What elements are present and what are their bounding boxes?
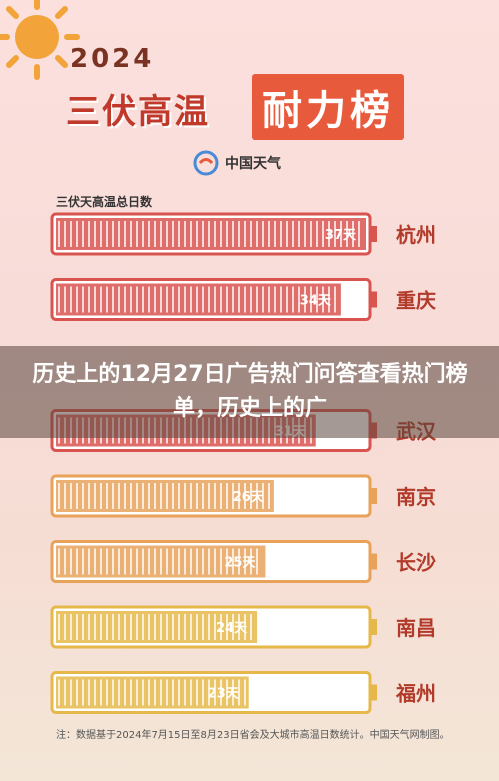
city-label: 重庆: [396, 289, 436, 313]
year-label: 2024: [70, 44, 155, 74]
bar-value-label: 26天: [233, 490, 265, 505]
chart-title: 三伏天高温总日数: [56, 195, 153, 209]
bar-tip: [371, 488, 377, 504]
bar: [56, 283, 341, 316]
page-title: 三伏高温 耐力榜: [62, 74, 442, 140]
bar: [56, 676, 249, 709]
bar: [56, 218, 366, 250]
city-label: 杭州: [396, 223, 436, 247]
bar-value-label: 37天: [325, 228, 357, 243]
bar-tip: [371, 619, 377, 635]
headline-text: 历史上的12月27日广告热门问答查看热门榜单，历史上的广: [32, 362, 468, 421]
bar-tip: [371, 684, 377, 701]
city-label: 福州: [395, 682, 436, 706]
city-label: 南昌: [396, 616, 436, 640]
bar-tip: [371, 291, 377, 308]
source-note: 注：数据基于2024年7月15日至8月23日省会及大城市高温日数统计。中国天气网…: [56, 730, 450, 741]
bar-tip: [371, 226, 377, 242]
bar-value-label: 24天: [216, 621, 248, 636]
bar-value-label: 25天: [224, 556, 256, 571]
title-part1: 三伏高温: [66, 92, 210, 132]
bar-value-label: 23天: [208, 687, 240, 702]
bar-value-label: 34天: [300, 294, 332, 309]
title-part2: 耐力榜: [252, 74, 404, 140]
brand-name: 中国天气: [225, 156, 281, 172]
city-label: 南京: [396, 485, 436, 509]
bar: [56, 480, 274, 512]
brand: 中国天气: [193, 150, 281, 176]
weather-logo-icon: [193, 150, 219, 176]
city-label: 长沙: [396, 551, 436, 575]
headline-overlay: 历史上的12月27日广告热门问答查看热门榜单，历史上的广: [0, 346, 499, 438]
sun-icon: [0, 0, 80, 80]
bar-tip: [371, 553, 377, 570]
